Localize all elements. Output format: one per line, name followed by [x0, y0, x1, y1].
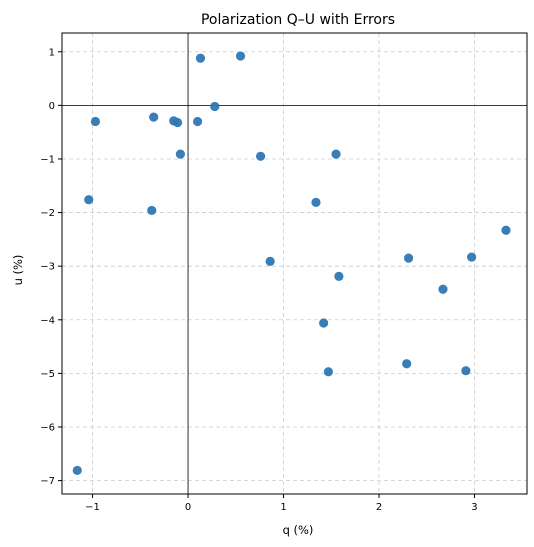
data-point — [195, 53, 206, 63]
y-tick-label: −2 — [40, 208, 55, 219]
y-tick-label: −4 — [40, 315, 55, 326]
data-point — [331, 149, 341, 159]
data-point — [467, 252, 477, 262]
data-point — [192, 116, 203, 127]
data-point — [265, 256, 275, 266]
y-tick-label: −6 — [40, 422, 55, 433]
data-point — [90, 116, 101, 127]
y-tick-label: 0 — [49, 101, 55, 112]
data-point — [334, 271, 344, 281]
plot-frame — [61, 32, 528, 495]
data-point — [84, 195, 94, 205]
reference-lines — [62, 33, 527, 494]
y-tick-label: −1 — [40, 154, 55, 165]
data-point — [149, 112, 159, 122]
data-point — [256, 151, 266, 161]
y-tick-label: 1 — [49, 47, 55, 58]
x-axis: −1 0 1 2 3 — [85, 494, 478, 513]
chart-title: Polarization Q–U with Errors — [201, 12, 395, 28]
data-point — [319, 318, 329, 328]
data-point — [501, 225, 511, 235]
x-tick-label: −1 — [85, 502, 100, 513]
data-point — [438, 284, 448, 294]
data-point — [402, 359, 412, 369]
data-point — [147, 205, 157, 216]
data-point — [175, 149, 185, 159]
y-tick-label: −3 — [40, 262, 55, 273]
y-tick-label: −5 — [40, 369, 55, 380]
x-tick-label: 3 — [471, 502, 477, 513]
y-axis: 1 0 −1 −2 −3 −4 −5 −6 −7 — [40, 47, 62, 487]
x-tick-label: 1 — [280, 502, 286, 513]
x-tick-label: 2 — [376, 502, 382, 513]
x-axis-label: q (%) — [283, 523, 314, 537]
data-point — [404, 253, 414, 263]
data-point — [172, 117, 183, 128]
grid — [62, 33, 527, 494]
x-tick-label: 0 — [185, 502, 191, 513]
data-point — [323, 367, 333, 377]
y-axis-label: u (%) — [11, 255, 25, 286]
y-tick-label: −7 — [40, 476, 55, 487]
data-point — [311, 197, 321, 207]
data-point — [461, 366, 471, 376]
data-point — [72, 465, 82, 476]
data-point — [210, 101, 220, 112]
data-point — [235, 51, 246, 61]
data-points — [72, 51, 511, 476]
